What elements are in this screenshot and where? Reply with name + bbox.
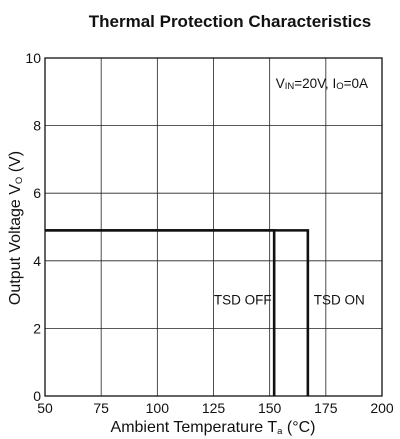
y-tick-label: 0	[33, 388, 41, 404]
y-tick-label: 8	[33, 118, 41, 134]
condition-label: VIN=20V, IO=0A	[276, 76, 368, 92]
x-tick-label: 175	[314, 400, 338, 416]
x-tick-label: 200	[370, 400, 394, 416]
y-tick-label: 10	[25, 50, 41, 66]
annotation-label: TSD OFF	[214, 293, 272, 308]
y-axis-label: Output Voltage VO (V)	[7, 151, 25, 305]
y-tick-labels: 0 2 4 6 8 10	[25, 50, 41, 404]
x-tick-label: 125	[202, 400, 226, 416]
annotations: TSD OFF TSD ON	[214, 293, 365, 308]
x-tick-labels: 50 75 100 125 150 175 200	[37, 400, 394, 416]
x-axis-label: Ambient Temperature Ta (°C)	[111, 419, 316, 437]
x-tick-label: 150	[258, 400, 282, 416]
grid	[45, 58, 382, 396]
y-tick-label: 2	[33, 320, 41, 336]
annotation-label: TSD ON	[314, 293, 365, 308]
plot-frame	[44, 57, 383, 397]
series-line-tsd-off	[45, 229, 276, 396]
chart-title: Thermal Protection Characteristics	[89, 12, 371, 31]
y-tick-label: 6	[33, 185, 41, 201]
series-line-tsd-on	[45, 229, 310, 396]
series-group	[45, 229, 310, 396]
x-tick-label: 100	[146, 400, 170, 416]
y-tick-label: 4	[33, 253, 41, 269]
x-tick-label: 50	[37, 400, 53, 416]
x-tick-label: 75	[93, 400, 109, 416]
